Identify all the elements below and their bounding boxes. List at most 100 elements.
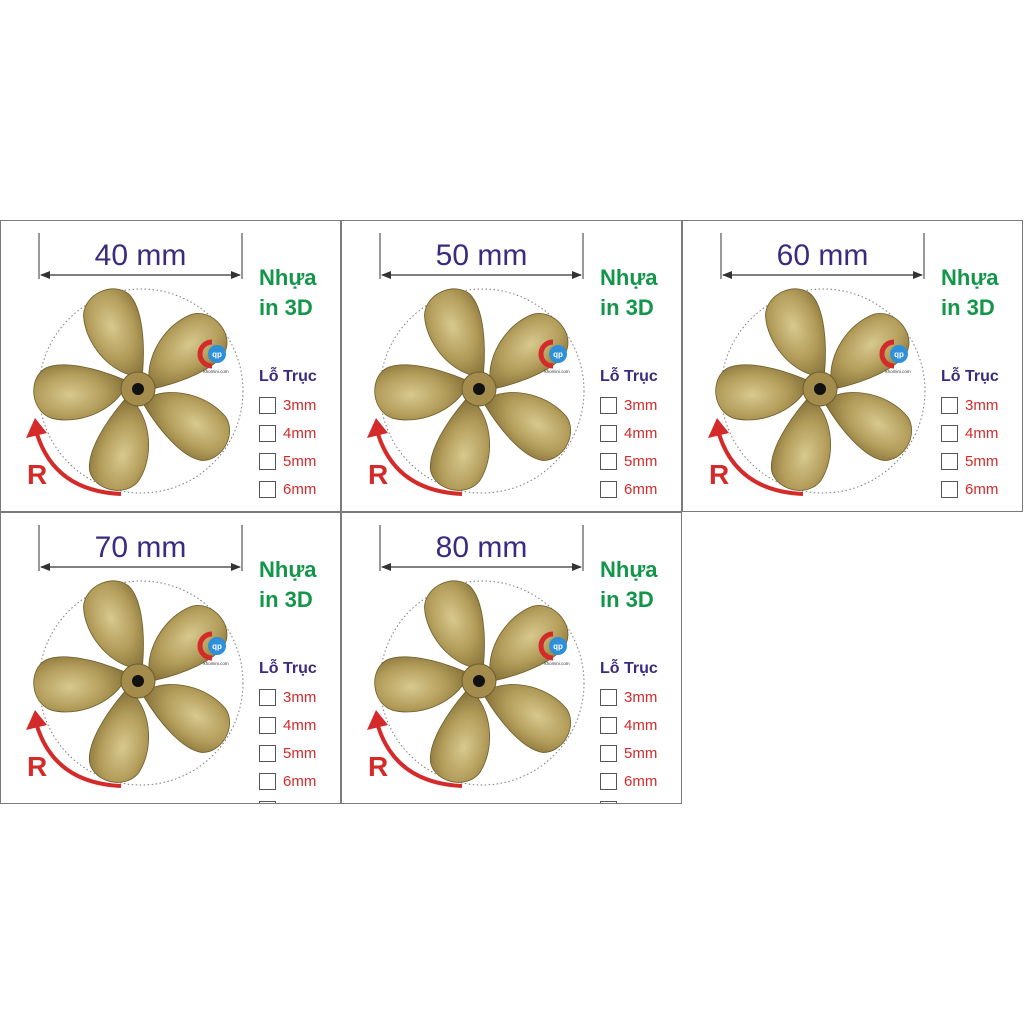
option-label: 6mm — [624, 480, 658, 498]
svg-text:qp: qp — [212, 642, 222, 651]
dimension-label: 40 mm — [94, 239, 187, 272]
rotation-label: R — [368, 459, 389, 490]
checkbox[interactable] — [941, 396, 958, 414]
checkbox[interactable] — [941, 480, 958, 498]
curved-arrow-icon — [26, 418, 122, 496]
shaft-hole-options: 3mm 4mm 5mm 6mm — [600, 391, 657, 503]
rotation-label: R — [368, 751, 389, 782]
option-label: 6mm — [283, 480, 317, 498]
checkbox[interactable] — [600, 716, 617, 734]
shaft-option-3mm[interactable]: 3mm — [259, 391, 316, 419]
option-label: 6mm — [283, 772, 317, 790]
checkbox[interactable] — [600, 452, 617, 470]
option-label: 4mm — [283, 424, 317, 442]
shaft-option-4mm[interactable]: 4mm — [600, 711, 657, 739]
material-label: Nhựa in 3D — [941, 265, 999, 320]
shaft-option-6mm[interactable]: 6mm — [259, 767, 316, 795]
shaft-option-4mm[interactable]: 4mm — [259, 711, 316, 739]
shaft-option-8mm[interactable]: 8mm — [600, 795, 657, 804]
dimension-label: 50 mm — [435, 239, 528, 272]
checkbox[interactable] — [259, 396, 276, 414]
checkbox[interactable] — [600, 480, 617, 498]
material-label: Nhựa in 3D — [600, 265, 658, 320]
dimension-line-icon — [379, 233, 584, 279]
shaft-option-5mm[interactable]: 5mm — [600, 447, 657, 475]
svg-text:khomini.com: khomini.com — [203, 661, 229, 666]
option-label: 5mm — [965, 452, 999, 470]
material-label: Nhựa in 3D — [600, 557, 658, 612]
material-label: Nhựa in 3D — [259, 557, 317, 612]
shaft-hole-title: Lỗ Trục — [259, 368, 317, 385]
checkbox[interactable] — [259, 800, 276, 803]
option-label: 3mm — [624, 688, 658, 706]
option-label: 8mm — [624, 801, 657, 804]
shaft-hole-title: Lỗ Trục — [600, 660, 658, 677]
shaft-option-6mm[interactable]: 6mm — [600, 475, 657, 503]
shaft-option-5mm[interactable]: 5mm — [259, 739, 316, 767]
checkbox[interactable] — [600, 396, 617, 414]
dimension-line-icon — [379, 525, 584, 571]
option-label: 4mm — [965, 424, 999, 442]
dimension-marker: 50 mm — [379, 231, 584, 281]
shaft-option-6mm[interactable]: 6mm — [600, 767, 657, 795]
dimension-marker: 80 mm — [379, 523, 584, 573]
checkbox[interactable] — [941, 424, 958, 442]
option-label: 3mm — [624, 396, 658, 414]
rotation-label: R — [709, 459, 730, 490]
checkbox[interactable] — [259, 688, 276, 706]
checkbox[interactable] — [259, 716, 276, 734]
option-label: 5mm — [624, 744, 658, 762]
dimension-line-icon — [38, 525, 243, 571]
option-label: 6mm — [965, 480, 999, 498]
shaft-option-4mm[interactable]: 4mm — [941, 419, 998, 447]
option-label: 4mm — [283, 716, 317, 734]
material-label: Nhựa in 3D — [259, 265, 317, 320]
shaft-option-5mm[interactable]: 5mm — [600, 739, 657, 767]
checkbox[interactable] — [600, 688, 617, 706]
dimension-label: 80 mm — [435, 531, 528, 564]
option-label: 3mm — [965, 396, 999, 414]
shaft-hole-options: 3mm 4mm 5mm 6mm 8mm — [259, 683, 316, 803]
shaft-option-6mm[interactable]: 6mm — [259, 475, 316, 503]
shaft-option-3mm[interactable]: 3mm — [259, 683, 316, 711]
propeller-card: 70 mm qp khomini.com Nhựa in — [0, 512, 341, 804]
shaft-option-5mm[interactable]: 5mm — [941, 447, 998, 475]
checkbox[interactable] — [600, 744, 617, 762]
svg-text:qp: qp — [553, 642, 563, 651]
shaft-option-4mm[interactable]: 4mm — [259, 419, 316, 447]
checkbox[interactable] — [600, 772, 617, 790]
propeller-card: 40 mm qp khomini.com Nhựa in — [0, 220, 341, 512]
checkbox[interactable] — [259, 772, 276, 790]
checkbox[interactable] — [259, 424, 276, 442]
checkbox[interactable] — [600, 424, 617, 442]
shaft-option-3mm[interactable]: 3mm — [941, 391, 998, 419]
propeller-card: 60 mm qp khomini.com Nhựa in — [682, 220, 1023, 512]
svg-text:qp: qp — [212, 350, 222, 359]
dimension-label: 70 mm — [94, 531, 187, 564]
checkbox[interactable] — [259, 480, 276, 498]
option-label: 6mm — [624, 772, 658, 790]
curved-arrow-icon — [26, 710, 122, 788]
shaft-option-3mm[interactable]: 3mm — [600, 683, 657, 711]
shaft-option-5mm[interactable]: 5mm — [259, 447, 316, 475]
propeller-image — [33, 580, 244, 786]
shaft-hole-title: Lỗ Trục — [600, 368, 658, 385]
checkbox[interactable] — [941, 452, 958, 470]
option-label: 3mm — [283, 688, 317, 706]
shaft-option-3mm[interactable]: 3mm — [600, 391, 657, 419]
checkbox[interactable] — [600, 800, 617, 803]
propeller-image — [374, 580, 585, 786]
curved-arrow-icon — [367, 418, 463, 496]
shaft-option-4mm[interactable]: 4mm — [600, 419, 657, 447]
rotation-label: R — [27, 459, 48, 490]
checkbox[interactable] — [259, 452, 276, 470]
shaft-option-6mm[interactable]: 6mm — [941, 475, 998, 503]
shaft-hole-options: 3mm 4mm 5mm 6mm 8mm — [600, 683, 657, 804]
propeller-image — [715, 288, 926, 494]
shaft-option-8mm[interactable]: 8mm — [259, 795, 316, 803]
checkbox[interactable] — [259, 744, 276, 762]
propeller-card: 80 mm qp khomini.com Nhựa in — [341, 512, 682, 804]
shaft-hole-options: 3mm 4mm 5mm 6mm — [941, 391, 998, 503]
svg-text:khomini.com: khomini.com — [203, 369, 229, 374]
propeller-image — [374, 288, 585, 494]
